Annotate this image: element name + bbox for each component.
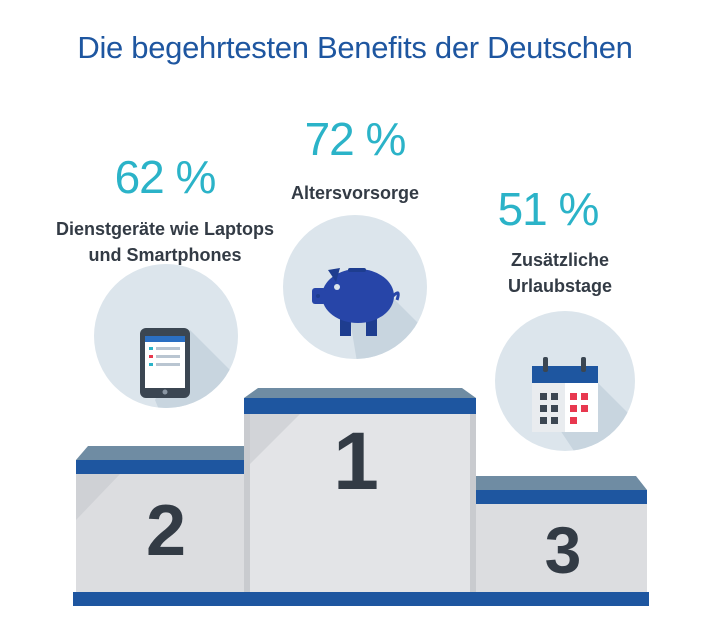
rank-number-1: 1 [333,416,379,507]
label-place-2-line-2: und Smartphones [88,245,242,265]
label-place-3-line-2: Urlaubstage [507,276,613,296]
label-place-2-line-1: Dienstgeräte wie Laptops [55,219,275,239]
tablet-icon-circle [94,264,238,408]
percent-place-3: 51 % [497,183,600,235]
label-place-2: Dienstgeräte wie Laptops und Smartphones [45,216,285,268]
podium-block-2 [76,446,246,594]
page-title: Die begehrtesten Benefits der Deutschen [77,30,633,65]
calendar-icon [532,357,598,432]
percent-place-1: 72 % [304,113,407,165]
label-place-1: Altersvorsorge [260,180,450,206]
piggy-bank-icon-circle [283,215,427,359]
rank-number-3: 3 [545,513,582,587]
podium-base [73,592,649,606]
label-place-1-line-1: Altersvorsorge [290,183,420,203]
podium-block-3 [475,476,647,594]
percent-place-2: 62 % [114,151,217,203]
tablet-icon [140,328,190,398]
piggy-bank-icon [312,268,400,336]
label-place-3: Zusätzliche Urlaubstage [480,247,640,299]
label-place-3-line-1: Zusätzliche [510,250,610,270]
rank-number-2: 2 [146,491,186,571]
calendar-icon-circle [495,311,635,451]
podium-block-1 [244,388,476,594]
